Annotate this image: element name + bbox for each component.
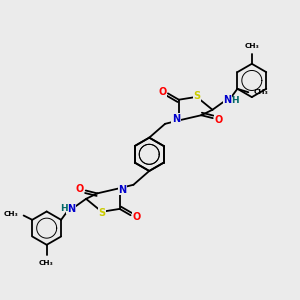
Text: N: N (118, 185, 127, 195)
Text: O: O (75, 184, 84, 194)
Text: CH₃: CH₃ (245, 43, 260, 49)
Text: O: O (215, 115, 223, 124)
Text: CH₃: CH₃ (4, 211, 19, 217)
Text: N: N (223, 95, 232, 105)
Text: O: O (158, 87, 166, 97)
Text: CH₃: CH₃ (254, 89, 268, 95)
Text: CH₃: CH₃ (39, 260, 54, 266)
Text: N: N (172, 114, 180, 124)
Text: S: S (98, 208, 105, 218)
Text: H: H (231, 96, 239, 105)
Text: N: N (67, 204, 75, 214)
Text: S: S (193, 91, 200, 101)
Text: H: H (60, 203, 68, 212)
Text: O: O (132, 212, 140, 222)
